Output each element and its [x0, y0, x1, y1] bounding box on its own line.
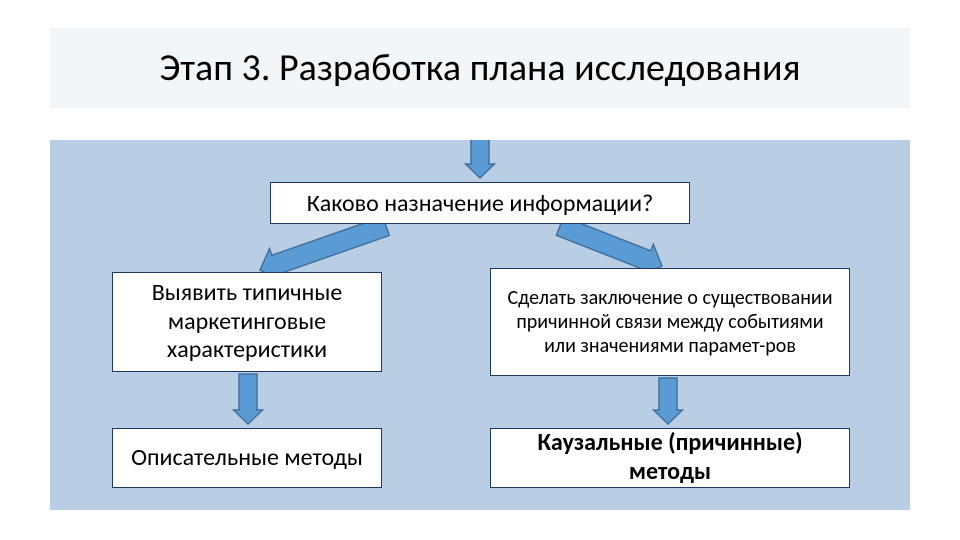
box-causal-text: Сделать заключение о существовании причи…: [499, 286, 841, 358]
box-causal-methods: Каузальные (причинные) методы: [490, 428, 850, 488]
content-area: Каково назначение информации? Выявить ти…: [50, 140, 910, 510]
box-question: Каково назначение информации?: [270, 182, 690, 224]
box-descriptive-methods: Описательные методы: [112, 428, 382, 488]
box-descriptive-text: Описательные методы: [131, 444, 363, 473]
box-question-text: Каково назначение информации?: [307, 189, 653, 218]
arrow-icon: [234, 374, 263, 424]
box-causal-conclusion: Сделать заключение о существовании причи…: [490, 268, 850, 376]
box-identify-characteristics: Выявить типичные маркетинговые характери…: [112, 272, 382, 372]
box-identify-text: Выявить типичные маркетинговые характери…: [121, 279, 373, 365]
arrow-icon: [654, 378, 683, 424]
title-band: Этап 3. Разработка плана исследования: [50, 28, 910, 108]
page-title: Этап 3. Разработка плана исследования: [159, 45, 800, 91]
box-causal-methods-text: Каузальные (причинные) методы: [499, 429, 841, 487]
arrow-icon: [466, 140, 495, 178]
